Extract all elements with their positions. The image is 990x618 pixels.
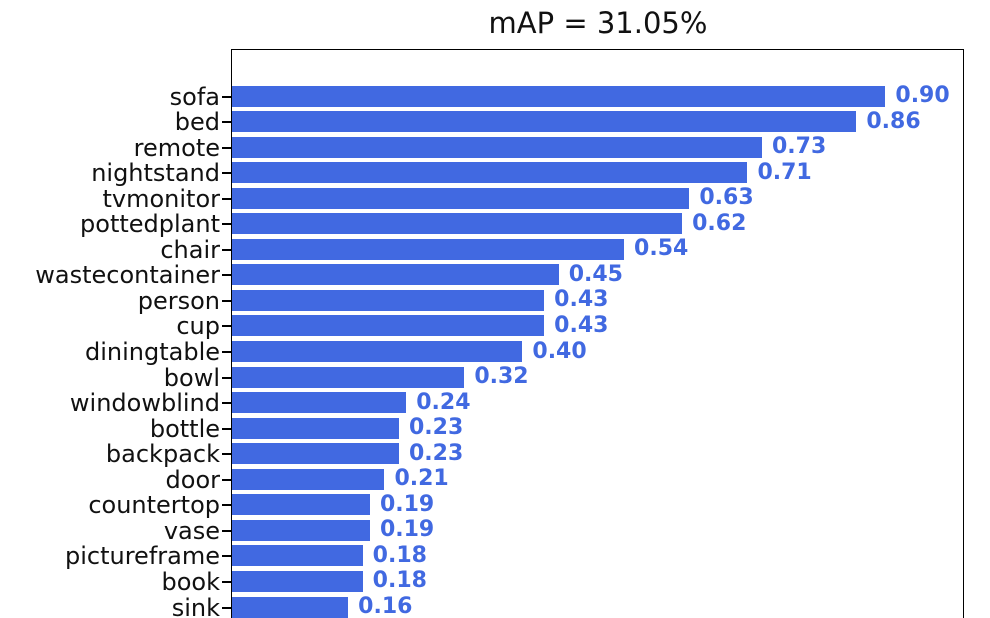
y-tick-person <box>222 299 231 302</box>
y-tick-bottle <box>222 427 231 430</box>
y-tick-door <box>222 478 231 481</box>
y-tick-bowl <box>222 376 231 379</box>
y-tick-remote <box>222 146 231 149</box>
category-label-bowl: bowl <box>163 363 220 392</box>
category-label-vase: vase <box>163 516 220 545</box>
value-label-windowblind: 0.24 <box>416 389 471 415</box>
category-label-windowblind: windowblind <box>69 389 220 418</box>
value-label-chair: 0.54 <box>634 236 689 262</box>
y-tick-sink <box>222 606 231 609</box>
bar-nightstand <box>232 162 748 184</box>
category-label-book: book <box>161 567 221 596</box>
bar-chair <box>232 238 625 260</box>
value-label-book: 0.18 <box>372 568 427 594</box>
bar-bottle <box>232 417 399 439</box>
bar-backpack <box>232 443 399 465</box>
y-tick-wastecontainer <box>222 274 231 277</box>
bar-book <box>232 570 363 592</box>
y-tick-vase <box>222 529 231 532</box>
category-label-nightstand: nightstand <box>91 159 220 188</box>
y-tick-nightstand <box>222 172 231 175</box>
category-label-bottle: bottle <box>149 414 220 443</box>
value-label-countertop: 0.19 <box>379 491 435 517</box>
category-label-chair: chair <box>160 235 220 264</box>
y-tick-chair <box>222 248 231 251</box>
bar-pottedplant <box>232 213 683 235</box>
bar-cup <box>232 315 545 337</box>
category-label-pictureframe: pictureframe <box>65 542 220 571</box>
y-tick-diningtable <box>222 351 231 353</box>
value-label-pictureframe: 0.18 <box>372 542 427 568</box>
bar-sink <box>232 596 349 618</box>
category-label-diningtable: diningtable <box>84 338 220 366</box>
bar-person <box>232 289 545 311</box>
value-label-bottle: 0.23 <box>408 415 464 441</box>
value-label-vase: 0.19 <box>379 517 435 543</box>
value-label-diningtable: 0.40 <box>532 338 587 364</box>
bar-vase <box>232 519 370 541</box>
y-tick-bed <box>222 121 231 124</box>
bar-bowl <box>232 366 465 388</box>
y-tick-windowblind <box>222 402 231 405</box>
y-tick-sofa <box>222 95 231 98</box>
value-label-cup: 0.43 <box>554 312 609 338</box>
y-tick-pottedplant <box>222 223 231 226</box>
bar-wastecontainer <box>232 264 559 286</box>
category-label-backpack: backpack <box>105 440 220 469</box>
category-label-cup: cup <box>176 312 220 341</box>
y-tick-tvmonitor <box>222 197 231 200</box>
category-label-pottedplant: pottedplant <box>80 210 220 239</box>
value-label-bed: 0.86 <box>866 108 921 134</box>
value-label-remote: 0.73 <box>771 134 827 160</box>
value-label-backpack: 0.23 <box>408 440 464 466</box>
bar-bed <box>232 111 857 133</box>
bar-pictureframe <box>232 545 363 567</box>
category-label-remote: remote <box>133 133 220 162</box>
bar-countertop <box>232 494 370 516</box>
value-label-door: 0.21 <box>394 466 449 492</box>
category-label-bed: bed <box>174 108 220 137</box>
category-label-door: door <box>165 465 220 494</box>
plot-area: 0.90 0.86 0.73 0.71 0.63 0.62 0.54 0.45 0.43 0.43… <box>231 49 964 618</box>
category-label-wastecontainer: wastecontainer <box>35 261 220 290</box>
bar-door <box>232 468 385 490</box>
category-label-countertop: countertop <box>88 491 220 520</box>
y-tick-backpack <box>222 453 231 456</box>
value-label-pottedplant: 0.62 <box>692 210 747 236</box>
value-label-tvmonitor: 0.63 <box>699 185 754 211</box>
category-label-sofa: sofa <box>169 82 220 111</box>
y-tick-pictureframe <box>222 555 231 558</box>
value-label-nightstand: 0.71 <box>757 159 812 185</box>
bar-windowblind <box>232 392 407 414</box>
category-label-person: person <box>137 286 220 315</box>
y-tick-countertop <box>222 504 231 507</box>
value-label-sofa: 0.90 <box>895 83 950 108</box>
y-tick-book <box>222 580 231 583</box>
bar-sofa <box>232 85 886 107</box>
bar-tvmonitor <box>232 187 690 209</box>
category-label-sink: sink <box>171 593 220 618</box>
value-label-wastecontainer: 0.45 <box>568 261 623 287</box>
category-label-tvmonitor: tvmonitor <box>102 184 220 213</box>
bar-remote <box>232 136 762 158</box>
y-tick-cup <box>222 325 231 328</box>
value-label-person: 0.43 <box>554 287 609 313</box>
value-label-bowl: 0.32 <box>474 364 529 390</box>
bar-diningtable <box>232 341 523 362</box>
value-label-sink: 0.16 <box>358 594 413 618</box>
chart-title: mAP = 31.05% <box>488 6 708 40</box>
